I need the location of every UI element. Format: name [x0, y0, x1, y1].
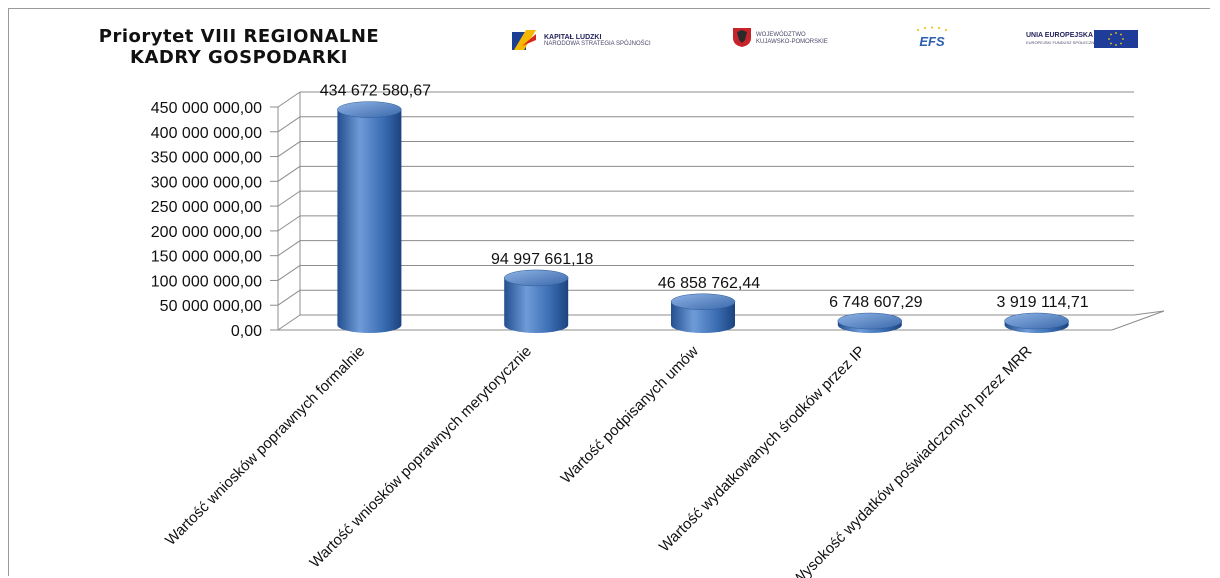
bar-top: [837, 312, 903, 330]
y-tick-label: 400 000 000,00: [151, 125, 262, 142]
y-tick-label: 250 000 000,00: [151, 199, 262, 216]
data-label: 94 997 661,18: [491, 251, 593, 268]
data-label: 434 672 580,67: [320, 83, 431, 100]
floor-back-edge-ext: [1133, 310, 1165, 316]
bar-top: [337, 101, 402, 118]
side-gridline: [277, 116, 301, 133]
side-gridline: [277, 165, 301, 182]
y-tick-label: 200 000 000,00: [151, 224, 262, 241]
bar-body: [337, 109, 402, 334]
side-gridline: [277, 215, 301, 232]
y-tick-label: 0,00: [231, 323, 262, 340]
wojewodztwo-logo: WOJEWÓDZTWO KUJAWSKO-POMORSKIE: [732, 26, 828, 53]
bar: [670, 293, 736, 333]
y-tick-label: 100 000 000,00: [151, 273, 262, 290]
wojewodztwo-subtitle: KUJAWSKO-POMORSKIE: [756, 39, 828, 45]
side-gridline: [277, 314, 301, 331]
y-tick-label: 350 000 000,00: [151, 150, 262, 167]
eu-subtitle: EUROPEJSKI FUNDUSZ SPOŁECZNY: [1026, 40, 1097, 45]
data-label: 6 748 607,29: [829, 294, 923, 311]
kapital-ludzki-name: KAPITAŁ LUDZKI: [544, 34, 602, 41]
side-gridline: [277, 289, 301, 306]
kapital-ludzki-icon: [512, 30, 536, 50]
eu-name: UNIA EUROPEJSKA: [1026, 32, 1094, 39]
bar: [337, 101, 402, 334]
bar: [503, 269, 569, 333]
efs-text: EFS: [919, 34, 945, 49]
category-label: Wartość wniosków poprawnych formalnie: [162, 343, 368, 549]
y-tick-label: 150 000 000,00: [151, 249, 262, 266]
efs-logo: EFS: [914, 26, 950, 55]
chart-title: Priorytet VIII REGIONALNE KADRY GOSPODAR…: [24, 26, 454, 68]
title-line-1: Priorytet VIII REGIONALNE: [98, 26, 380, 47]
y-tick-label: 450 000 000,00: [151, 100, 262, 117]
bar-top: [503, 269, 569, 287]
bar-top: [670, 293, 736, 311]
eu-flag-icon: [1094, 30, 1138, 48]
bar: [837, 312, 903, 333]
chart-frame: [8, 8, 1210, 576]
side-gridline: [277, 141, 301, 157]
floor-right-edge: [1111, 310, 1165, 331]
kapital-ludzki-subtitle: NARODOWA STRATEGIA SPÓJNOŚCI: [544, 41, 651, 47]
data-label: 3 919 114,71: [996, 294, 1088, 311]
efs-icon: EFS: [917, 26, 947, 49]
coat-of-arms-icon: [733, 28, 751, 47]
kapital-ludzki-logo: KAPITAŁ LUDZKI NARODOWA STRATEGIA SPÓJNO…: [510, 26, 651, 59]
y-tick-label: 300 000 000,00: [151, 174, 262, 191]
bar-body: [504, 277, 569, 333]
side-gridline: [277, 91, 301, 108]
side-gridline: [277, 190, 301, 207]
data-label: 46 858 762,44: [658, 275, 760, 292]
title-line-2: KADRY GOSPODARKI: [130, 47, 348, 68]
bar: [1004, 312, 1069, 333]
category-label: Wartość podpisanych umów: [558, 343, 702, 487]
bar-body: [671, 301, 735, 333]
side-gridline: [277, 265, 301, 281]
bar-layer: [337, 101, 1069, 334]
side-gridline: [277, 240, 301, 257]
bar-top: [1004, 312, 1069, 330]
grid-layer: 0,00 50 000 000,00 100 000 000,00 150 000 0…: [151, 91, 1165, 340]
y-tick-label: 50 000 000,00: [160, 298, 262, 315]
category-label: Wartość wydatkowanych środków przez IP: [656, 343, 869, 556]
wojewodztwo-name: WOJEWÓDZTWO: [756, 32, 806, 38]
